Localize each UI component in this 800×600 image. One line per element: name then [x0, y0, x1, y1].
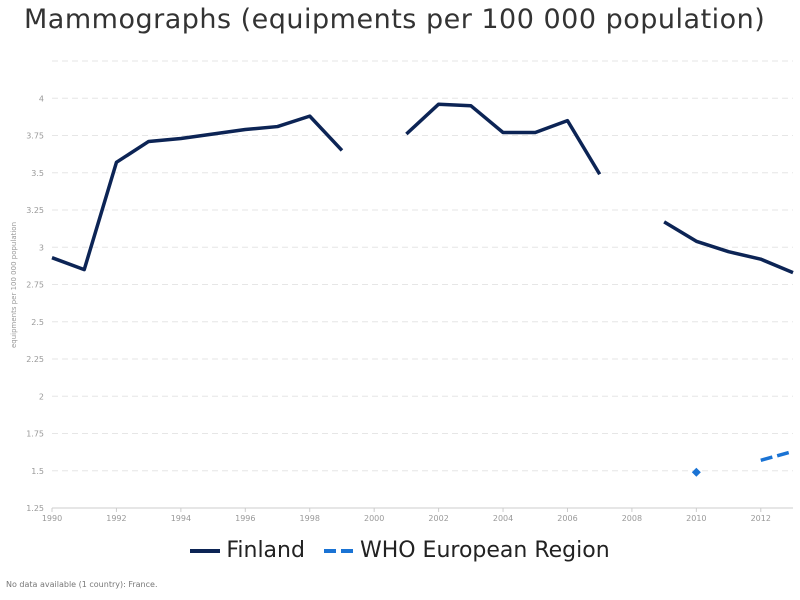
- y-tick-label: 3.75: [26, 132, 44, 141]
- y-tick-label: 2.5: [31, 318, 44, 327]
- series-line-who-european-region[interactable]: [760, 449, 794, 463]
- y-tick-label: 1.5: [31, 467, 44, 476]
- legend: Finland WHO European Region: [0, 537, 800, 563]
- x-tick-label: 2004: [493, 514, 513, 523]
- footnote: No data available (1 country): France.: [6, 580, 158, 589]
- legend-swatch-who-european-region: [323, 548, 354, 553]
- series-line-finland[interactable]: [51, 114, 344, 272]
- legend-item-who-european-region[interactable]: WHO European Region: [323, 537, 610, 563]
- x-tick-label: 1992: [106, 514, 126, 523]
- data-point-who-european-region[interactable]: [691, 467, 701, 477]
- legend-label-finland: Finland: [226, 537, 305, 563]
- y-tick-label: 3: [39, 243, 44, 252]
- gridlines: [52, 60, 793, 509]
- series-lines: [51, 102, 794, 477]
- legend-label-who-european-region: WHO European Region: [359, 537, 610, 563]
- x-tick-label: 2010: [686, 514, 706, 523]
- y-tick-label: 3.5: [31, 169, 44, 178]
- line-chart: 1990 1992 1994 1996 1998 2000 2002 2004 2006 2008…: [10, 60, 794, 523]
- chart-title: Mammographs (equipments per 100 000 popu…: [24, 4, 766, 35]
- legend-item-finland[interactable]: Finland: [190, 538, 305, 563]
- y-tick-label: 1.25: [26, 504, 44, 513]
- x-axis: 1990 1992 1994 1996 1998 2000 2002 2004 2006 2008…: [42, 507, 793, 523]
- x-tick-label: 2002: [428, 514, 448, 523]
- y-tick-label: 2.75: [26, 281, 44, 290]
- x-tick-label: 2008: [622, 514, 642, 523]
- series-line-finland[interactable]: [405, 102, 602, 176]
- y-tick-label: 4: [39, 94, 44, 103]
- y-tick-label: 3.25: [26, 206, 44, 215]
- legend-swatch-finland: [190, 548, 221, 553]
- x-tick-label: 2006: [557, 514, 577, 523]
- x-tick-label: 1996: [235, 514, 255, 523]
- series-line-finland[interactable]: [663, 220, 794, 275]
- x-tick-label: 2000: [364, 514, 384, 523]
- x-tick-label: 2012: [751, 514, 771, 523]
- y-tick-label: 2.25: [26, 355, 44, 364]
- x-tick-label: 1998: [300, 514, 320, 523]
- y-axis-tick-labels: 1.25 1.5 1.75 2 2.25 2.5 2.75 3 3.25 3.5 3.75 4: [26, 94, 44, 513]
- y-tick-label: 2: [39, 392, 44, 401]
- y-tick-label: 1.75: [26, 430, 44, 439]
- x-tick-label: 1990: [42, 514, 62, 523]
- y-axis-label: equipments per 100 000 population: [10, 222, 18, 348]
- x-tick-label: 1994: [171, 514, 191, 523]
